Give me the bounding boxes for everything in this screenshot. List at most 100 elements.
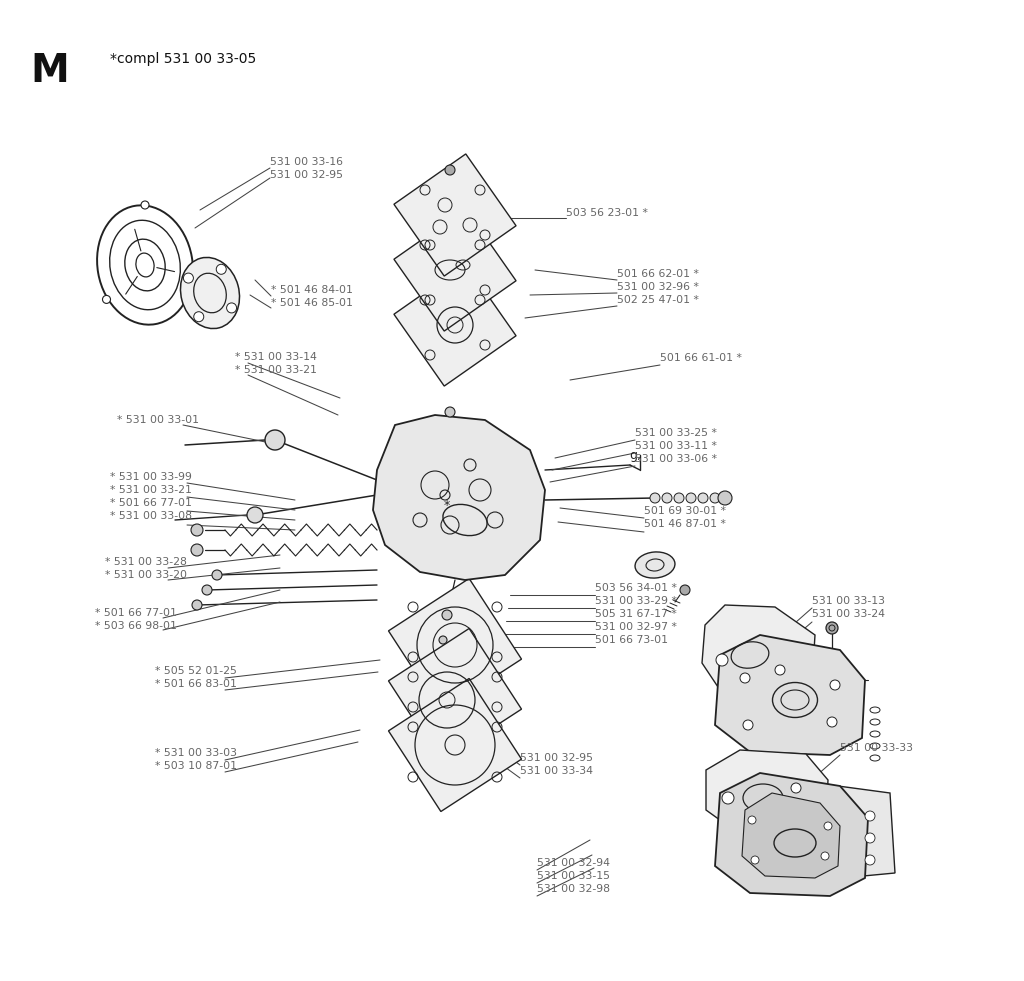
Text: *compl 531 00 33-05: *compl 531 00 33-05: [110, 52, 256, 66]
Circle shape: [821, 852, 829, 860]
Circle shape: [680, 585, 690, 595]
Circle shape: [722, 792, 734, 804]
Text: 531 00 33-25 *: 531 00 33-25 *: [635, 428, 717, 438]
Circle shape: [247, 507, 263, 523]
Circle shape: [212, 570, 222, 580]
Circle shape: [824, 822, 831, 830]
Text: * 531 00 33-21: * 531 00 33-21: [110, 485, 191, 495]
Ellipse shape: [635, 552, 675, 578]
Circle shape: [751, 856, 759, 864]
Text: 531 00 32-95: 531 00 32-95: [520, 753, 593, 763]
Circle shape: [775, 665, 785, 675]
Polygon shape: [838, 786, 895, 878]
Circle shape: [442, 610, 452, 620]
Text: * 501 46 84-01: * 501 46 84-01: [271, 285, 353, 295]
Circle shape: [650, 493, 660, 503]
Circle shape: [826, 622, 838, 634]
Text: 531 00 33-15: 531 00 33-15: [537, 871, 610, 881]
Text: 531 00 32-97 *: 531 00 32-97 *: [595, 622, 677, 632]
Text: * 531 00 33-08: * 531 00 33-08: [110, 511, 193, 521]
Text: *: *: [443, 498, 451, 511]
Circle shape: [194, 312, 204, 322]
Text: * 501 46 85-01: * 501 46 85-01: [271, 298, 353, 308]
Circle shape: [102, 295, 111, 303]
Circle shape: [191, 524, 203, 536]
Circle shape: [830, 680, 840, 690]
Text: 531 00 33-06 *: 531 00 33-06 *: [635, 454, 717, 464]
Polygon shape: [702, 605, 815, 695]
Polygon shape: [394, 154, 516, 276]
Circle shape: [445, 165, 455, 175]
Circle shape: [865, 811, 874, 821]
Text: * 503 10 87-01: * 503 10 87-01: [155, 761, 237, 771]
Text: 531 00 33-16: 531 00 33-16: [270, 157, 343, 167]
Ellipse shape: [180, 257, 240, 329]
Circle shape: [827, 717, 837, 727]
Text: 531 00 33-13: 531 00 33-13: [812, 596, 885, 606]
Text: 501 46 87-01 *: 501 46 87-01 *: [644, 519, 726, 529]
Circle shape: [743, 720, 753, 730]
Polygon shape: [388, 579, 521, 711]
Circle shape: [445, 407, 455, 417]
Text: g,: g,: [629, 448, 641, 461]
Circle shape: [265, 430, 285, 450]
Circle shape: [674, 493, 684, 503]
Circle shape: [718, 491, 732, 505]
Text: * 531 00 33-21: * 531 00 33-21: [234, 365, 316, 375]
Text: 501 66 62-01 *: 501 66 62-01 *: [617, 269, 698, 279]
Circle shape: [740, 673, 750, 683]
Text: 531 00 33-34: 531 00 33-34: [520, 766, 593, 776]
Circle shape: [183, 273, 194, 284]
Circle shape: [226, 303, 237, 313]
Polygon shape: [742, 793, 840, 878]
Text: 502 25 47-01 *: 502 25 47-01 *: [617, 295, 698, 305]
Polygon shape: [373, 415, 545, 580]
Circle shape: [716, 654, 728, 666]
Circle shape: [193, 600, 202, 610]
Polygon shape: [715, 635, 865, 755]
Polygon shape: [394, 264, 516, 387]
Polygon shape: [706, 750, 828, 836]
Circle shape: [698, 493, 708, 503]
Text: * 531 00 33-99: * 531 00 33-99: [110, 472, 191, 482]
Polygon shape: [394, 209, 516, 331]
Circle shape: [710, 493, 720, 503]
Text: * 503 66 98-01: * 503 66 98-01: [95, 621, 177, 631]
Text: 501 66 61-01 *: 501 66 61-01 *: [660, 353, 741, 363]
Text: 531 00 33-11 *: 531 00 33-11 *: [635, 441, 717, 451]
Text: * 501 66 83-01: * 501 66 83-01: [155, 679, 237, 689]
Circle shape: [865, 855, 874, 865]
Text: 531 00 33-24: 531 00 33-24: [812, 609, 885, 619]
Text: 505 31 67-17 *: 505 31 67-17 *: [595, 609, 677, 619]
Text: 531 00 32-96 *: 531 00 32-96 *: [617, 282, 698, 292]
Polygon shape: [715, 773, 868, 896]
Text: * 531 00 33-20: * 531 00 33-20: [105, 570, 187, 580]
Text: 531 00 33-29 *: 531 00 33-29 *: [595, 596, 677, 606]
Text: * 505 52 01-25: * 505 52 01-25: [155, 666, 237, 676]
Text: 501 66 73-01: 501 66 73-01: [595, 635, 668, 645]
Circle shape: [202, 585, 212, 595]
Text: * 531 00 33-14: * 531 00 33-14: [234, 352, 316, 362]
Text: 501 69 30-01 *: 501 69 30-01 *: [644, 506, 726, 516]
Text: * 501 66 77-01: * 501 66 77-01: [95, 608, 177, 618]
Text: * 531 00 33-28: * 531 00 33-28: [105, 557, 186, 567]
Text: 531 00 33-33: 531 00 33-33: [840, 743, 913, 753]
Circle shape: [686, 493, 696, 503]
Text: M: M: [30, 52, 69, 90]
Text: 503 56 23-01 *: 503 56 23-01 *: [566, 208, 648, 218]
Text: 531 00 32-95: 531 00 32-95: [270, 170, 343, 180]
Circle shape: [185, 282, 194, 289]
Circle shape: [191, 544, 203, 556]
Circle shape: [791, 783, 801, 793]
Polygon shape: [388, 629, 521, 761]
Circle shape: [748, 816, 756, 824]
Circle shape: [141, 201, 150, 209]
Text: * 531 00 33-01: * 531 00 33-01: [117, 415, 199, 425]
Circle shape: [216, 264, 226, 275]
Polygon shape: [388, 679, 521, 811]
Text: 531 00 32-98: 531 00 32-98: [537, 884, 610, 894]
Text: * 501 66 77-01: * 501 66 77-01: [110, 498, 191, 508]
Circle shape: [439, 636, 447, 644]
Text: 531 00 32-94: 531 00 32-94: [537, 858, 610, 868]
Circle shape: [662, 493, 672, 503]
